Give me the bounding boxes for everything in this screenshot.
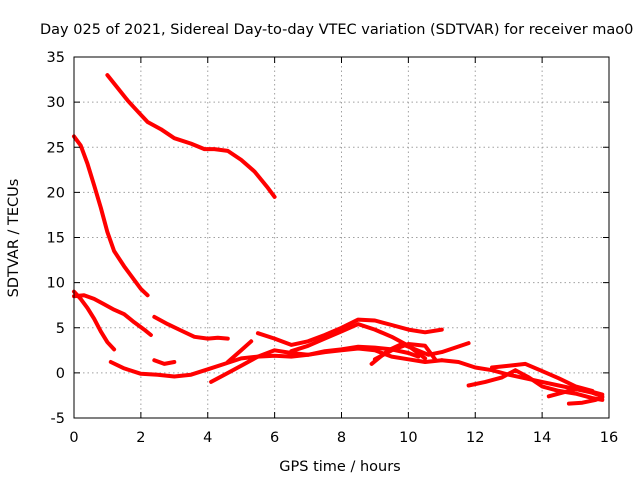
series-line-track-1 bbox=[105, 73, 277, 199]
y-axis-label: SDTVAR / TECUs bbox=[6, 179, 22, 298]
y-tick-label: 25 bbox=[47, 140, 65, 156]
series-line-track-13 bbox=[369, 341, 471, 366]
series-line-track-3 bbox=[72, 289, 117, 352]
x-tick-label: 4 bbox=[203, 430, 212, 446]
series-line-track-18 bbox=[566, 395, 605, 406]
series-line-track-17 bbox=[546, 387, 605, 399]
series-line-track-6 bbox=[152, 358, 177, 366]
y-tick-label: 30 bbox=[47, 95, 65, 111]
axis-ticks bbox=[73, 56, 610, 419]
series-line-track-15 bbox=[466, 368, 605, 402]
series-line-track-2 bbox=[72, 134, 150, 298]
y-tick-labels: -5 0 5 10 15 20 25 30 35 bbox=[47, 50, 65, 427]
series-line-track-10 bbox=[255, 317, 444, 347]
x-tick-label: 14 bbox=[533, 430, 551, 446]
x-tick-labels: 0 2 4 6 8 10 12 14 16 bbox=[69, 430, 618, 446]
y-tick-label: 15 bbox=[47, 231, 65, 247]
x-axis-label: GPS time / hours bbox=[279, 459, 400, 475]
x-tick-label: 16 bbox=[600, 430, 618, 446]
series-line-track-4 bbox=[72, 293, 153, 337]
y-tick-label: 0 bbox=[56, 366, 65, 382]
x-tick-label: 12 bbox=[466, 430, 484, 446]
x-tick-label: 0 bbox=[69, 430, 78, 446]
x-tick-label: 2 bbox=[136, 430, 145, 446]
series-line-track-16 bbox=[490, 361, 595, 393]
x-tick-label: 10 bbox=[399, 430, 417, 446]
x-tick-label: 8 bbox=[337, 430, 346, 446]
y-tick-label: 35 bbox=[47, 50, 65, 66]
chart-title: Day 025 of 2021, Sidereal Day-to-day VTE… bbox=[40, 22, 633, 38]
series-line-track-5 bbox=[152, 314, 230, 341]
series-line-track-9 bbox=[225, 339, 254, 364]
y-tick-label: 10 bbox=[47, 276, 65, 292]
y-tick-label: 20 bbox=[47, 185, 65, 201]
x-tick-label: 6 bbox=[270, 430, 279, 446]
y-tick-label: 5 bbox=[56, 321, 65, 337]
data-series bbox=[72, 73, 605, 406]
y-tick-label: -5 bbox=[51, 411, 65, 427]
